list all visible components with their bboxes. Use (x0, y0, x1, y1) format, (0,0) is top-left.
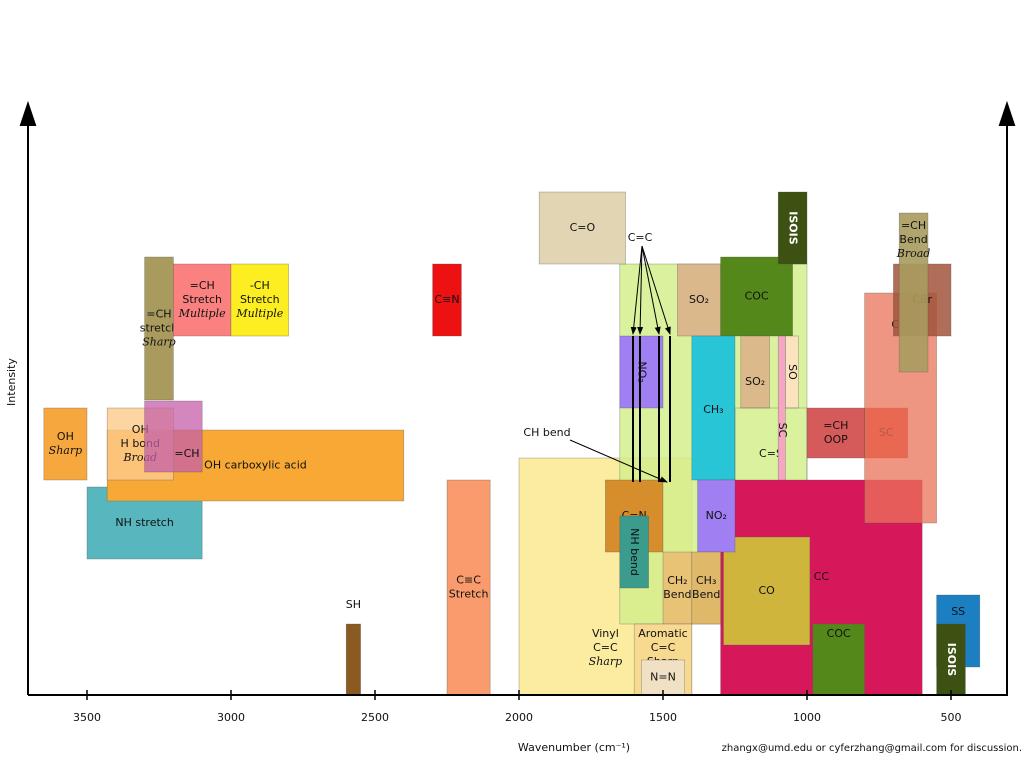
range-box (230, 263, 289, 337)
box-label: Multiple (178, 307, 226, 320)
box-label: -CH (250, 279, 270, 292)
annotation-arrow (637, 245, 644, 335)
range-box (720, 256, 793, 337)
axes (19, 100, 1016, 696)
box-label: Bend (692, 588, 720, 601)
range-box (43, 407, 88, 481)
range-box (691, 551, 721, 625)
box-label: =CH (146, 308, 171, 321)
range-box (144, 256, 174, 401)
annotation: CH bend (523, 426, 570, 439)
box-label: C=C (593, 641, 618, 654)
box-label: OH (57, 430, 74, 443)
box-label: CH₃ (703, 403, 723, 416)
range-box (432, 263, 462, 337)
box-label: C=S (759, 447, 783, 460)
arrow (19, 100, 37, 126)
box-label: ISOIS (787, 211, 800, 244)
range-box (662, 551, 693, 625)
x-tick-label: 500 (941, 711, 962, 724)
box-label: Stretch (240, 293, 280, 306)
box-label: ISOIS (945, 643, 958, 676)
box-label: CC (814, 570, 830, 583)
range-box (446, 479, 491, 696)
box-label: C=C (628, 231, 653, 244)
box-label: COC (745, 290, 769, 303)
box-label: OH carboxylic acid (204, 459, 307, 472)
box-label: Vinyl (592, 627, 619, 640)
box-label: Sharp (142, 336, 175, 349)
box-label: stretch (140, 322, 178, 335)
range-box (898, 212, 929, 373)
range-box (777, 191, 808, 265)
box-label: =CH (190, 279, 215, 292)
box-label: SS (951, 605, 965, 618)
box-label: Sharp (49, 444, 82, 457)
x-tick-label: 1000 (793, 711, 821, 724)
box-label: CH₃ (696, 574, 716, 587)
y-axis-label: Intensity (5, 358, 18, 406)
range-box (641, 659, 685, 696)
range-box (677, 263, 721, 337)
box-label: CO (759, 584, 776, 597)
box-label: NH stretch (115, 516, 173, 529)
range-box (144, 400, 203, 473)
annotation-arrow (641, 245, 661, 335)
box-label: =CH (174, 447, 199, 460)
x-tick-label: 2500 (361, 711, 389, 724)
box-label: C=C (651, 641, 676, 654)
box-label: NO₂ (635, 361, 648, 382)
box-label: OOP (824, 433, 848, 446)
annotation-arrow (641, 245, 671, 335)
range-box (812, 623, 865, 696)
range-box (723, 536, 811, 646)
range-box (538, 191, 626, 265)
range-box (619, 335, 664, 409)
box-label: NO₂ (706, 509, 727, 522)
box-label: NH bend (628, 528, 641, 576)
box-label: =CH (901, 219, 926, 232)
x-axis-label: Wavenumber (cm⁻¹) (518, 741, 630, 754)
x-tick-label: 2000 (505, 711, 533, 724)
range-box (345, 623, 361, 696)
box-label: CH₂ (667, 574, 687, 587)
x-tick-label: 3000 (217, 711, 245, 724)
box-label: SO (786, 364, 799, 380)
range-box (806, 407, 865, 459)
box-label: Bend (663, 588, 691, 601)
box-label: SC (776, 423, 789, 438)
range-box (740, 335, 770, 409)
box-label: Sharp (589, 655, 622, 668)
range-box (691, 335, 736, 481)
box-label: Bend (899, 233, 927, 246)
box-label: SH (346, 598, 361, 611)
footer-note: zhangx@umd.edu or cyferzhang@gmail.com f… (722, 743, 1022, 754)
box-label: C≡C (456, 574, 481, 587)
box-label: SO₂ (745, 375, 765, 388)
x-tick-label: 1500 (649, 711, 677, 724)
box-label: Aromatic (638, 627, 687, 640)
box-label: Broad (896, 247, 931, 260)
box-label: SO₂ (689, 293, 709, 306)
box-label: Stretch (182, 293, 222, 306)
annotation-arrow (569, 439, 668, 483)
x-tick-label: 3500 (73, 711, 101, 724)
annotation-arrow (630, 245, 643, 335)
range-box (619, 515, 649, 589)
box-label: COC (827, 627, 851, 640)
box-label: =CH (823, 419, 848, 432)
arrow (998, 100, 1016, 126)
box-label: N=N (650, 671, 676, 684)
box-label: C≡N (434, 293, 459, 306)
box-label: Multiple (235, 307, 283, 320)
box-label: C=O (570, 221, 596, 234)
box-label: Stretch (449, 588, 489, 601)
